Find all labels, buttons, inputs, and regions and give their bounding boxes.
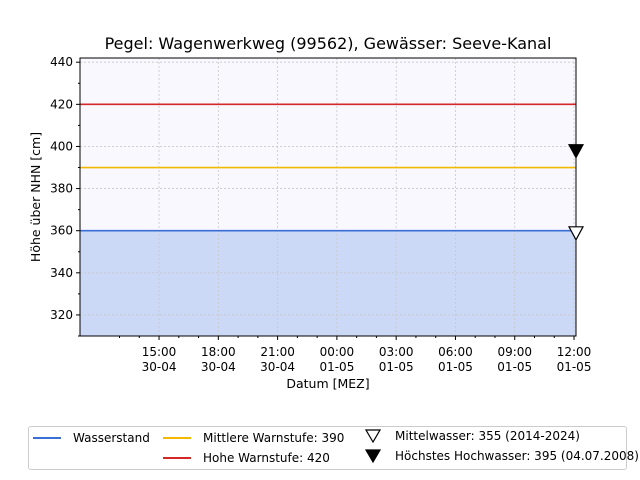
- legend-label: Wasserstand: [73, 431, 150, 445]
- y-tick-label: 360: [50, 224, 73, 238]
- plot-frame: [79, 57, 577, 337]
- series-layer: [80, 103, 576, 232]
- legend: Wasserstand Mittlere Warnstufe: 390 Hohe…: [28, 426, 639, 470]
- legend-line-wasserstand: [33, 437, 61, 439]
- y-tick-label: 380: [50, 182, 73, 196]
- marker-layer: [567, 144, 585, 242]
- x-tick-time: 00:00: [320, 345, 355, 359]
- legend-label: Mittlere Warnstufe: 390: [203, 431, 345, 445]
- x-tick-date: 01-05: [557, 360, 592, 374]
- chart-svg: Pegel: Wagenwerkweg (99562), Gewässer: S…: [28, 34, 592, 391]
- triangle-down-open-icon: [363, 429, 383, 443]
- x-tick-time: 21:00: [260, 345, 295, 359]
- x-tick-time: 15:00: [142, 345, 177, 359]
- y-tick-label: 420: [50, 97, 73, 111]
- water-level-fill: [80, 230, 576, 336]
- x-tick-date: 01-05: [379, 360, 414, 374]
- legend-label: Mittelwasser: 355 (2014-2024): [395, 429, 580, 443]
- fill-layer: [80, 230, 576, 336]
- x-tick-time: 09:00: [497, 345, 532, 359]
- y-tick-label: 440: [50, 55, 73, 69]
- chart-title: Pegel: Wagenwerkweg (99562), Gewässer: S…: [105, 34, 552, 53]
- legend-item-wasserstand: Wasserstand: [33, 431, 150, 445]
- x-tick-time: 06:00: [438, 345, 473, 359]
- y-tick-label: 400: [50, 139, 73, 153]
- x-tick-date: 01-05: [319, 360, 354, 374]
- x-axis: 15:0030-0418:0030-0421:0030-0400:0001-05…: [119, 336, 592, 374]
- x-tick-date: 01-05: [497, 360, 532, 374]
- x-tick-date: 30-04: [142, 360, 177, 374]
- x-tick-time: 18:00: [201, 345, 236, 359]
- y-axis-label: Höhe über NHN [cm]: [28, 132, 43, 262]
- y-axis: 320 340 360 380 400 420 440: [50, 55, 80, 337]
- legend-item-hoechstes-hochwasser: Höchstes Hochwasser: 395 (04.07.2008): [363, 449, 639, 463]
- triangle-down-filled-icon: [363, 449, 383, 463]
- x-tick-date: 30-04: [201, 360, 236, 374]
- x-tick-date: 01-05: [438, 360, 473, 374]
- hoechstes-hochwasser-marker: [567, 144, 585, 159]
- legend-label: Hohe Warnstufe: 420: [203, 451, 330, 465]
- legend-line-mittlere-warnstufe: [163, 437, 191, 439]
- x-tick-date: 30-04: [260, 360, 295, 374]
- x-axis-label: Datum [MEZ]: [286, 376, 369, 391]
- y-tick-label: 340: [50, 266, 73, 280]
- mittelwasser-marker: [567, 226, 585, 242]
- legend-item-mittlere-warnstufe: Mittlere Warnstufe: 390: [163, 431, 344, 445]
- x-tick-time: 12:00: [557, 345, 592, 359]
- legend-item-mittelwasser: Mittelwasser: 355 (2014-2024): [363, 429, 580, 443]
- legend-line-hohe-warnstufe: [163, 457, 191, 459]
- x-tick-time: 03:00: [379, 345, 414, 359]
- legend-item-hohe-warnstufe: Hohe Warnstufe: 420: [163, 451, 330, 465]
- legend-label: Höchstes Hochwasser: 395 (04.07.2008): [395, 449, 639, 463]
- y-tick-label: 320: [50, 308, 73, 322]
